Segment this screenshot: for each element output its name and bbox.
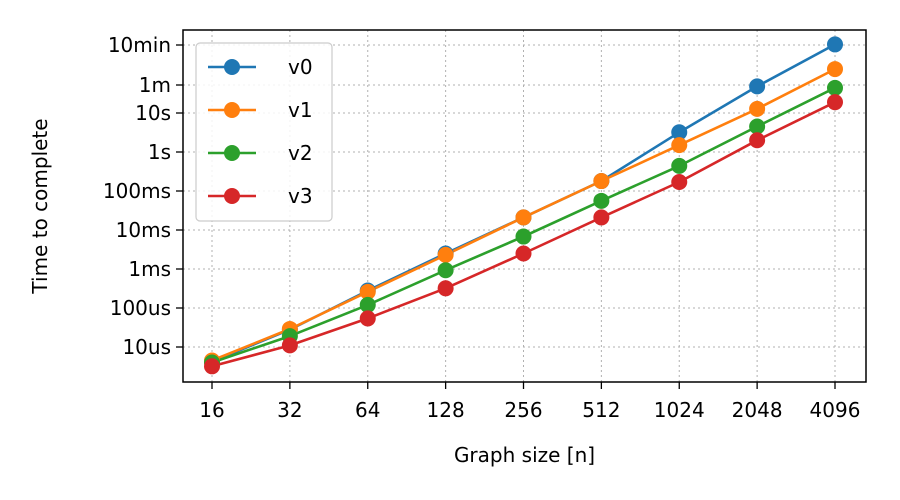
x-tick-label: 16 (199, 398, 224, 422)
data-point-v1 (437, 246, 454, 263)
y-tick-label: 10ms (116, 218, 171, 242)
legend-label-v0: v0 (288, 55, 313, 79)
data-point-v2 (437, 262, 454, 279)
data-point-v2 (749, 118, 766, 135)
legend: v0 v1 v2 v3 (195, 42, 333, 222)
y-tick-label: 10us (122, 335, 171, 359)
data-point-v2 (671, 157, 688, 174)
x-axis-label: Graph size [n] (454, 443, 595, 467)
data-point-v3 (359, 310, 376, 327)
data-point-v2 (827, 79, 843, 96)
y-tick-label: 1ms (128, 257, 171, 281)
data-point-v1 (827, 61, 843, 78)
x-tick-label: 4096 (810, 398, 861, 422)
data-point-v2 (515, 228, 532, 245)
legend-label-v2: v2 (288, 141, 313, 165)
x-tick-label: 128 (427, 398, 465, 422)
data-point-v3 (671, 174, 688, 191)
data-point-v3 (437, 280, 454, 297)
data-point-v1 (593, 173, 610, 190)
y-tick-label: 1s (148, 140, 171, 164)
y-tick-label: 10s (135, 101, 171, 125)
data-point-v3 (515, 245, 532, 262)
x-tick-label: 2048 (732, 398, 783, 422)
legend-marker-v1 (224, 102, 240, 118)
data-point-v2 (593, 192, 610, 209)
data-point-v3 (593, 209, 610, 226)
x-tick-label: 64 (355, 398, 380, 422)
y-axis: 10us 100us 1ms 10ms 100ms 1s 10s 1m 10min (103, 33, 183, 359)
data-point-v0 (749, 78, 766, 95)
y-tick-label: 10min (108, 33, 171, 57)
x-axis: 16 32 64 128 256 512 1024 2048 4096 (199, 382, 860, 422)
legend-label-v1: v1 (288, 98, 313, 122)
legend-marker-v0 (224, 59, 240, 75)
data-point-v1 (671, 137, 688, 154)
x-tick-label: 32 (277, 398, 302, 422)
data-point-v2 (359, 296, 376, 313)
data-point-v3 (827, 94, 843, 111)
y-axis-label: Time to complete (28, 118, 52, 294)
legend-box (195, 42, 333, 222)
data-point-v1 (515, 209, 532, 226)
x-tick-label: 512 (582, 398, 620, 422)
y-tick-label: 100ms (103, 179, 171, 203)
data-point-v3 (749, 132, 766, 149)
x-tick-label: 1024 (654, 398, 705, 422)
legend-marker-v3 (224, 188, 240, 204)
data-point-v0 (671, 124, 688, 141)
data-point-v1 (749, 100, 766, 117)
series-markers (204, 36, 843, 375)
data-point-v0 (827, 36, 843, 53)
x-tick-label: 256 (504, 398, 542, 422)
plot-area (182, 29, 867, 383)
y-tick-label: 100us (110, 296, 171, 320)
legend-label-v3: v3 (288, 184, 313, 208)
y-tick-label: 1m (139, 73, 171, 97)
data-point-v3 (281, 337, 298, 354)
legend-marker-v2 (224, 145, 240, 161)
data-point-v1 (359, 283, 376, 300)
data-point-v3 (204, 358, 220, 375)
